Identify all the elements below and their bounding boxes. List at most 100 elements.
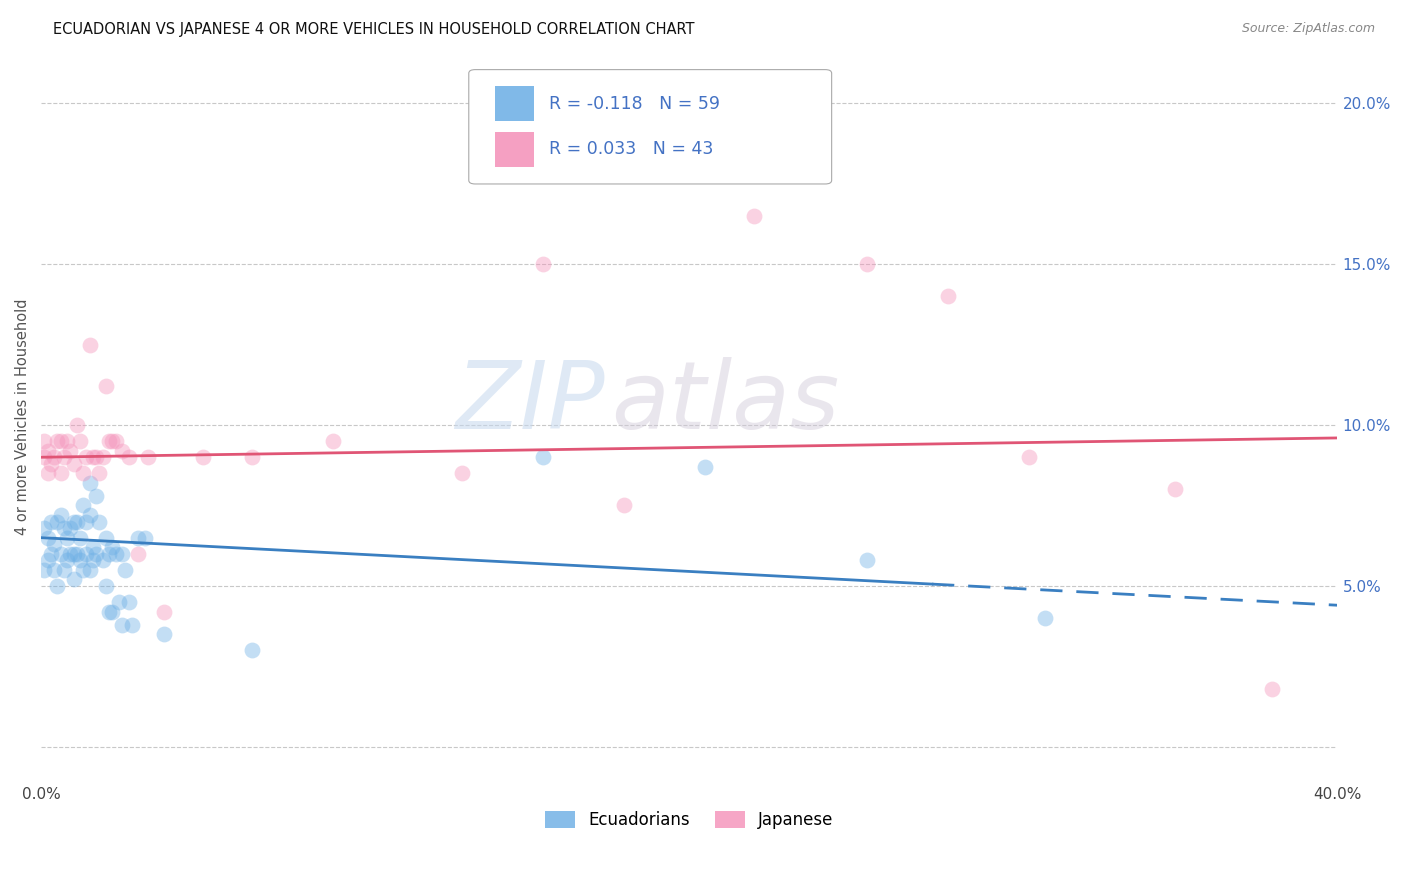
- Point: [46, 515, 69, 529]
- Point: [856, 257, 879, 271]
- Point: [104, 434, 127, 449]
- Point: [69, 531, 91, 545]
- Point: [39, 457, 62, 471]
- Point: [49, 547, 72, 561]
- Point: [695, 459, 717, 474]
- Point: [79, 563, 101, 577]
- Point: [936, 289, 959, 303]
- Point: [37, 553, 59, 567]
- Point: [37, 531, 59, 545]
- FancyBboxPatch shape: [468, 70, 831, 184]
- Point: [52, 521, 75, 535]
- Legend: Ecuadorians, Japanese: Ecuadorians, Japanese: [538, 805, 841, 836]
- Point: [42, 450, 65, 465]
- Point: [191, 450, 214, 465]
- Point: [127, 531, 149, 545]
- Point: [91, 553, 114, 567]
- Point: [72, 563, 94, 577]
- Point: [66, 418, 89, 433]
- Point: [37, 467, 59, 481]
- Point: [69, 553, 91, 567]
- Text: ECUADORIAN VS JAPANESE 4 OR MORE VEHICLES IN HOUSEHOLD CORRELATION CHART: ECUADORIAN VS JAPANESE 4 OR MORE VEHICLE…: [53, 22, 695, 37]
- Point: [111, 547, 134, 561]
- Point: [69, 434, 91, 449]
- Point: [49, 434, 72, 449]
- Point: [59, 547, 82, 561]
- Point: [42, 537, 65, 551]
- Text: R = 0.033   N = 43: R = 0.033 N = 43: [550, 140, 713, 158]
- Point: [72, 467, 94, 481]
- Point: [451, 467, 474, 481]
- Point: [94, 379, 117, 393]
- Point: [117, 450, 139, 465]
- Point: [34, 563, 56, 577]
- Point: [1035, 611, 1057, 625]
- Bar: [495, 87, 533, 121]
- Point: [66, 515, 89, 529]
- Point: [72, 499, 94, 513]
- Point: [56, 553, 79, 567]
- Point: [134, 531, 156, 545]
- Point: [89, 515, 111, 529]
- Point: [91, 450, 114, 465]
- Point: [76, 547, 98, 561]
- Point: [136, 450, 159, 465]
- Point: [856, 553, 879, 567]
- Point: [322, 434, 344, 449]
- Point: [98, 547, 121, 561]
- Point: [42, 563, 65, 577]
- Point: [101, 605, 124, 619]
- Point: [79, 508, 101, 523]
- Point: [46, 579, 69, 593]
- Point: [52, 563, 75, 577]
- Point: [240, 643, 263, 657]
- Text: R = -0.118   N = 59: R = -0.118 N = 59: [550, 95, 720, 112]
- Point: [56, 434, 79, 449]
- Text: atlas: atlas: [612, 357, 839, 448]
- Point: [240, 450, 263, 465]
- Point: [76, 515, 98, 529]
- Point: [108, 595, 131, 609]
- Point: [66, 547, 89, 561]
- Point: [101, 541, 124, 555]
- Point: [101, 434, 124, 449]
- Point: [114, 563, 136, 577]
- Point: [37, 443, 59, 458]
- Y-axis label: 4 or more Vehicles in Household: 4 or more Vehicles in Household: [15, 299, 30, 535]
- Bar: [495, 132, 533, 167]
- Point: [52, 450, 75, 465]
- Point: [62, 573, 84, 587]
- Point: [59, 443, 82, 458]
- Point: [1261, 681, 1284, 696]
- Point: [76, 450, 98, 465]
- Point: [1164, 483, 1187, 497]
- Point: [82, 541, 104, 555]
- Point: [111, 617, 134, 632]
- Point: [89, 467, 111, 481]
- Point: [98, 434, 121, 449]
- Point: [79, 337, 101, 351]
- Point: [84, 489, 107, 503]
- Point: [613, 499, 636, 513]
- Point: [39, 515, 62, 529]
- Point: [62, 457, 84, 471]
- Point: [742, 209, 765, 223]
- Point: [34, 521, 56, 535]
- Point: [39, 547, 62, 561]
- Point: [104, 547, 127, 561]
- Point: [1018, 450, 1040, 465]
- Point: [84, 450, 107, 465]
- Point: [153, 605, 176, 619]
- Point: [127, 547, 149, 561]
- Text: Source: ZipAtlas.com: Source: ZipAtlas.com: [1241, 22, 1375, 36]
- Point: [117, 595, 139, 609]
- Point: [82, 450, 104, 465]
- Point: [49, 467, 72, 481]
- Point: [153, 627, 176, 641]
- Point: [98, 605, 121, 619]
- Point: [94, 579, 117, 593]
- Point: [82, 553, 104, 567]
- Point: [111, 443, 134, 458]
- Point: [121, 617, 143, 632]
- Point: [46, 434, 69, 449]
